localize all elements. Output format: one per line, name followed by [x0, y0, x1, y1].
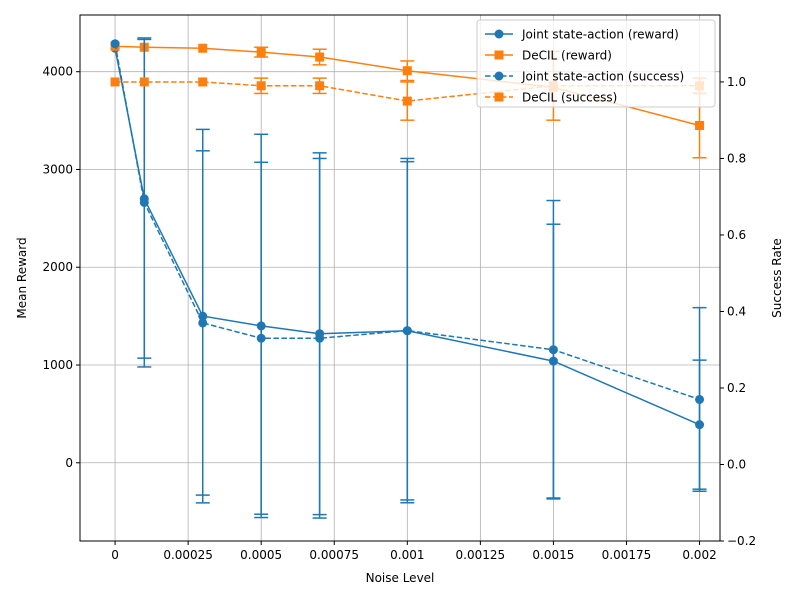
plot-frame: [79, 14, 721, 542]
legend-entry: Joint state-action (reward): [485, 28, 679, 42]
data-point: [139, 197, 149, 207]
y-axis-left-label: Mean Reward: [15, 237, 29, 318]
y-left-tick-label: 3000: [42, 162, 73, 176]
data-point: [198, 77, 208, 87]
x-tick-label: 0.00175: [602, 548, 652, 562]
y-right-tick-label: 0.2: [727, 381, 746, 395]
x-tick-label: 0.0005: [240, 548, 282, 562]
legend-label: DeCIL (success): [522, 91, 617, 105]
data-point: [402, 66, 412, 76]
legend-entry: DeCIL (reward): [485, 49, 612, 63]
legend-entry: Joint state-action (success): [485, 70, 684, 84]
legend-marker: [494, 71, 504, 81]
y-left-tick-label: 0: [65, 456, 73, 470]
data-point: [402, 96, 412, 106]
series-layer: [110, 37, 707, 519]
x-axis: 0 0.00025 0.0005 0.00075 0.001 0.00125 0.0015 0…: [111, 541, 717, 562]
data-point: [110, 77, 120, 87]
legend-label: DeCIL (reward): [522, 49, 612, 63]
legend-label: Joint state-action (reward): [521, 28, 679, 42]
x-tick-label: 0.002: [682, 548, 716, 562]
data-point: [256, 47, 266, 57]
legend-marker: [494, 29, 504, 39]
y-axis-right-label: Success Rate: [770, 238, 784, 318]
data-point: [256, 333, 266, 343]
y-left-tick-label: 4000: [42, 65, 73, 79]
x-tick-label: 0.00075: [309, 548, 359, 562]
series-line: [114, 48, 700, 426]
data-point: [695, 394, 705, 404]
series-0: [110, 38, 707, 519]
y-axis-right: −0.2 0.0 0.2 0.4 0.6 0.8 1.0: [720, 75, 756, 548]
legend-marker: [494, 50, 504, 60]
x-tick-label: 0.00125: [456, 548, 506, 562]
y-right-tick-label: −0.2: [727, 534, 756, 548]
y-right-tick-label: 0.4: [727, 304, 746, 318]
y-axis-left: 0 1000 2000 3000 4000: [42, 65, 80, 470]
data-point: [110, 39, 120, 49]
data-point: [198, 318, 208, 328]
data-point: [139, 77, 149, 87]
data-point: [256, 81, 266, 91]
legend-box: [476, 19, 716, 108]
y-right-tick-label: 1.0: [727, 75, 746, 89]
legend-label: Joint state-action (success): [521, 70, 684, 84]
y-right-tick-label: 0.0: [727, 457, 746, 471]
data-point: [315, 333, 325, 343]
legend: Joint state-action (reward) DeCIL (reward…: [476, 19, 716, 108]
data-point: [315, 81, 325, 91]
data-point: [198, 43, 208, 53]
x-tick-label: 0.001: [390, 548, 424, 562]
series-2: [110, 37, 707, 519]
x-tick-label: 0.00025: [163, 548, 213, 562]
x-tick-label: 0: [111, 548, 119, 562]
y-left-tick-label: 2000: [42, 260, 73, 274]
y-left-tick-label: 1000: [42, 358, 73, 372]
legend-marker: [494, 92, 504, 102]
data-point: [402, 326, 412, 336]
x-tick-label: 0.0015: [532, 548, 574, 562]
series-line: [114, 43, 700, 401]
y-right-tick-label: 0.6: [727, 228, 746, 242]
data-point: [695, 120, 705, 130]
y-right-tick-label: 0.8: [727, 151, 746, 165]
x-axis-label: Noise Level: [366, 571, 435, 585]
data-point: [315, 52, 325, 62]
legend-entry: DeCIL (success): [485, 91, 617, 105]
data-point: [548, 345, 558, 355]
